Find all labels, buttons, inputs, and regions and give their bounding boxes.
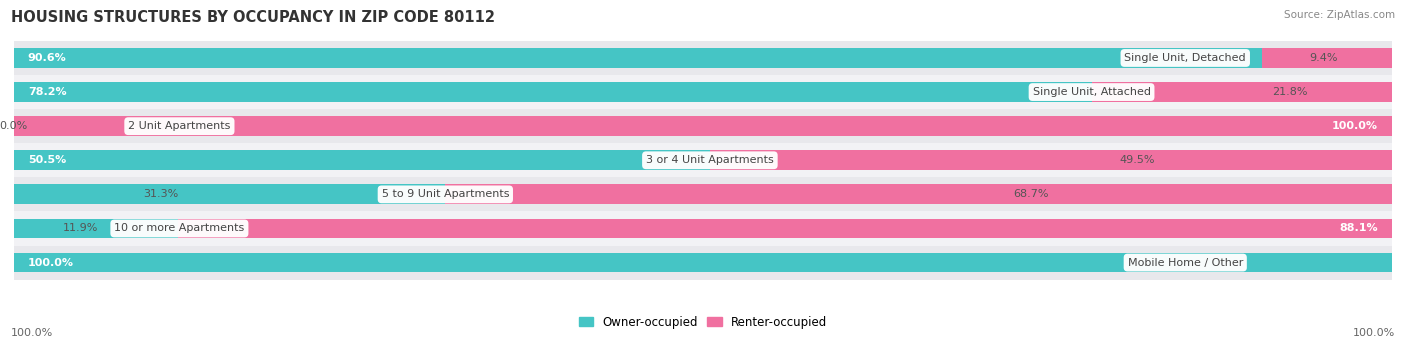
Bar	[1392, 253, 1406, 272]
Bar	[179, 219, 1392, 238]
Bar	[14, 116, 69, 136]
Text: 11.9%: 11.9%	[63, 223, 98, 234]
Text: HOUSING STRUCTURES BY OCCUPANCY IN ZIP CODE 80112: HOUSING STRUCTURES BY OCCUPANCY IN ZIP C…	[11, 10, 495, 25]
Bar	[14, 116, 1392, 136]
Text: 9.4%: 9.4%	[1309, 53, 1337, 63]
Text: Mobile Home / Other: Mobile Home / Other	[1128, 257, 1243, 268]
Bar	[14, 41, 1392, 75]
Bar	[14, 177, 1392, 211]
Text: 5 to 9 Unit Apartments: 5 to 9 Unit Apartments	[381, 189, 509, 199]
Text: 90.6%: 90.6%	[28, 53, 66, 63]
Bar	[14, 150, 710, 170]
Bar	[14, 184, 446, 204]
Text: 3 or 4 Unit Apartments: 3 or 4 Unit Apartments	[645, 155, 773, 165]
Bar	[14, 75, 1392, 109]
Text: 21.8%: 21.8%	[1272, 87, 1308, 97]
Bar	[14, 211, 1392, 246]
Bar	[14, 219, 179, 238]
Text: 100.0%: 100.0%	[28, 257, 75, 268]
Bar	[710, 150, 1392, 170]
Text: 10 or more Apartments: 10 or more Apartments	[114, 223, 245, 234]
Text: 2 Unit Apartments: 2 Unit Apartments	[128, 121, 231, 131]
Bar	[14, 82, 1091, 102]
Legend: Owner-occupied, Renter-occupied: Owner-occupied, Renter-occupied	[574, 311, 832, 333]
Bar	[14, 109, 1392, 143]
Bar	[14, 143, 1392, 177]
Bar	[1091, 82, 1392, 102]
Text: 78.2%: 78.2%	[28, 87, 66, 97]
Text: Single Unit, Attached: Single Unit, Attached	[1032, 87, 1150, 97]
Text: 88.1%: 88.1%	[1340, 223, 1378, 234]
Bar	[14, 246, 1392, 280]
Text: 100.0%: 100.0%	[1331, 121, 1378, 131]
Bar	[14, 253, 1392, 272]
Bar	[446, 184, 1392, 204]
Text: 100.0%: 100.0%	[11, 328, 53, 338]
Text: 31.3%: 31.3%	[143, 189, 179, 199]
Text: Source: ZipAtlas.com: Source: ZipAtlas.com	[1284, 10, 1395, 20]
Text: Single Unit, Detached: Single Unit, Detached	[1125, 53, 1246, 63]
Bar	[1263, 48, 1392, 68]
Text: 100.0%: 100.0%	[1353, 328, 1395, 338]
Text: 49.5%: 49.5%	[1119, 155, 1154, 165]
Text: 50.5%: 50.5%	[28, 155, 66, 165]
Bar	[14, 48, 1263, 68]
Text: 68.7%: 68.7%	[1014, 189, 1049, 199]
Text: 0.0%: 0.0%	[0, 121, 28, 131]
